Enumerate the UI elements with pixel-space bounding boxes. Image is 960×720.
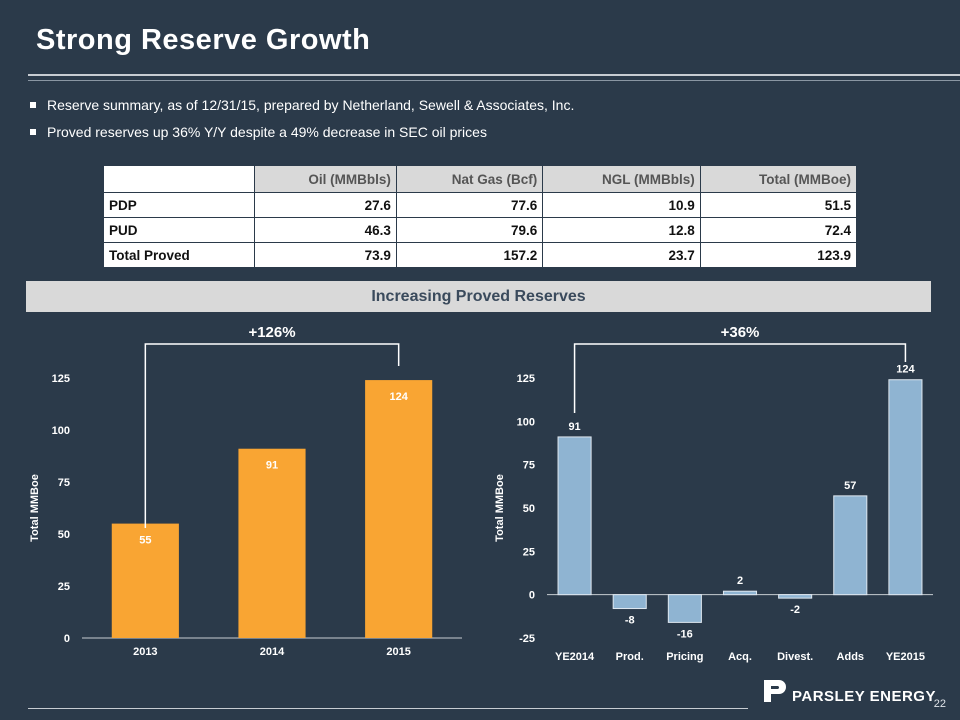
x-tick-label: YE2014 [555,651,595,663]
footer-divider [28,708,748,709]
y-tick-label: 125 [52,373,70,385]
y-tick-label: 50 [523,503,535,515]
data-label: -8 [625,615,635,627]
bar [365,380,433,638]
column-header: Nat Gas (Bcf) [395,165,544,193]
bullet-item: Proved reserves up 36% Y/Y despite a 49%… [30,124,574,140]
title-divider [28,74,960,76]
table-cell: 51.5 [699,192,858,218]
y-axis-label: Total MMBoe [29,474,41,542]
data-label: -2 [790,604,800,616]
page-title: Strong Reserve Growth [36,24,371,56]
title-divider-thin [28,80,960,81]
table-row: PUD 46.3 79.6 12.8 72.4 [103,217,858,243]
data-label: -16 [677,628,693,640]
bar [667,594,702,623]
table-corner-cell [103,165,255,193]
table-cell: 79.6 [395,217,544,243]
bullet-item: Reserve summary, as of 12/31/15, prepare… [30,97,574,113]
y-tick-label: 0 [64,633,70,645]
table-cell: 10.9 [542,192,701,218]
reserve-bridge-chart: -25 0 25 50 75 100 125 Total MMBoe 91 YE2014 -8 Pro… [494,324,933,663]
y-tick-label: 0 [529,590,535,602]
column-header: NGL (MMBbls) [542,165,701,193]
row-label: Total Proved [103,242,255,268]
bar [238,448,306,638]
data-label: 2 [737,575,743,587]
y-tick-label: -25 [519,633,535,645]
column-header: Oil (MMBbls) [254,165,397,193]
x-tick-label: 2013 [133,646,157,658]
table-cell: 157.2 [395,242,544,268]
parsley-logo-icon [764,679,786,702]
bullet-text: Proved reserves up 36% Y/Y despite a 49%… [47,124,487,140]
y-tick-label: 125 [517,373,535,385]
table-row: Total Proved 73.9 157.2 23.7 123.9 [103,242,858,268]
x-tick-label: Acq. [728,651,752,663]
bar [557,436,592,596]
y-tick-label: 25 [523,546,535,558]
logo-text: PARSLEY ENERGY [792,688,936,705]
growth-bracket [144,343,400,528]
data-label: 124 [389,391,408,403]
bar [722,590,758,596]
y-tick-label: 75 [523,460,535,472]
row-label: PDP [103,192,255,218]
table-cell: 23.7 [542,242,701,268]
square-bullet-icon [30,129,36,135]
x-tick-label: YE2015 [886,651,925,663]
growth-bracket [573,343,907,413]
column-header: Total (MMBoe) [699,165,858,193]
growth-annotation: +36% [721,324,760,341]
data-label: 124 [896,364,915,376]
table-cell: 77.6 [395,192,544,218]
row-label: PUD [103,217,255,243]
bar [778,594,813,599]
data-label: 55 [139,535,151,547]
bullet-list: Reserve summary, as of 12/31/15, prepare… [30,97,574,151]
section-band: Increasing Proved Reserves [26,281,931,312]
data-label: 57 [844,480,856,492]
square-bullet-icon [30,102,36,108]
y-axis-label: Total MMBoe [494,474,506,542]
data-label: 91 [266,460,278,472]
bar [612,594,647,610]
bar [111,523,179,638]
table-cell: 123.9 [699,242,858,268]
table-header-row: Oil (MMBbls) Nat Gas (Bcf) NGL (MMBbls) … [103,165,858,193]
x-tick-label: 2015 [386,646,410,658]
page-number: 22 [933,698,946,710]
table-cell: 72.4 [699,217,858,243]
data-label: 91 [568,421,580,433]
table-cell: 46.3 [254,217,397,243]
x-tick-label: Prod. [616,651,644,663]
bar [888,379,923,596]
x-tick-label: 2014 [260,646,285,658]
y-tick-label: 25 [58,581,70,593]
bar [833,495,868,596]
table-cell: 27.6 [254,192,397,218]
y-tick-label: 75 [58,477,70,489]
y-tick-label: 100 [517,416,535,428]
bullet-text: Reserve summary, as of 12/31/15, prepare… [47,97,575,113]
section-title: Increasing Proved Reserves [371,287,586,305]
y-tick-label: 50 [58,529,70,541]
table-row: PDP 27.6 77.6 10.9 51.5 [103,192,858,218]
growth-annotation: +126% [248,324,295,341]
table-cell: 73.9 [254,242,397,268]
y-tick-label: 100 [52,425,70,437]
x-tick-label: Adds [837,651,865,663]
x-tick-label: Divest. [777,651,813,663]
annual-reserves-chart: 0 25 50 75 100 125 Total MMBoe 55 2013 91 2014 124 2… [29,324,462,658]
reserve-summary-table: Oil (MMBbls) Nat Gas (Bcf) NGL (MMBbls) … [103,165,858,268]
x-tick-label: Pricing [666,651,703,663]
company-logo: PARSLEY ENERGY [762,676,936,705]
table-cell: 12.8 [542,217,701,243]
